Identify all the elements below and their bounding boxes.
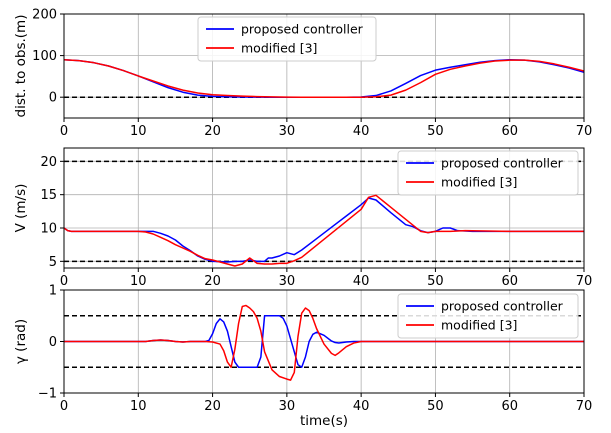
x-tick-label: 30 — [279, 124, 296, 139]
x-tick-label: 20 — [204, 274, 221, 289]
x-tick-label: 0 — [60, 124, 68, 139]
x-tick-label: 40 — [353, 399, 370, 414]
x-axis-label: time(s) — [300, 413, 348, 429]
x-tick-label: 10 — [130, 399, 147, 414]
x-tick-label: 30 — [279, 399, 296, 414]
x-tick-label: 70 — [576, 399, 593, 414]
x-tick-label: 60 — [501, 124, 518, 139]
x-tick-label: 50 — [427, 274, 444, 289]
y-tick-label: 1 — [49, 284, 57, 299]
legend-box — [397, 150, 579, 196]
x-tick-label: 50 — [427, 399, 444, 414]
x-tick-label: 60 — [501, 399, 518, 414]
legend-box — [397, 293, 579, 339]
y-tick-label: 15 — [40, 188, 57, 203]
x-tick-label: 10 — [130, 124, 147, 139]
legend-entry: proposed controller — [241, 22, 364, 37]
y-tick-label: 0 — [49, 91, 57, 106]
y-axis-label: γ (rad) — [13, 319, 29, 364]
series-line-modified-3- — [64, 59, 584, 98]
x-tick-label: 70 — [576, 124, 593, 139]
y-tick-label: 5 — [49, 255, 57, 270]
x-tick-label: 50 — [427, 124, 444, 139]
legend-entry: modified [3] — [241, 41, 317, 56]
y-tick-label: 20 — [40, 155, 57, 170]
legend-box — [197, 16, 377, 62]
y-axis-label: dist. to obs.(m) — [13, 15, 29, 118]
x-tick-label: 0 — [60, 274, 68, 289]
x-tick-label: 60 — [501, 274, 518, 289]
y-tick-label: 10 — [40, 222, 57, 237]
x-tick-label: 30 — [279, 274, 296, 289]
y-tick-label: 200 — [32, 8, 57, 23]
legend-entry: modified [3] — [441, 175, 517, 190]
axes-frame — [63, 13, 585, 119]
x-tick-label: 40 — [353, 274, 370, 289]
legend-entry: proposed controller — [441, 299, 564, 314]
legend: proposed controller modified [3] — [197, 16, 377, 62]
series-line-modified-3- — [64, 194, 584, 267]
axes-frame — [63, 147, 585, 269]
x-tick-label: 0 — [60, 399, 68, 414]
y-axis-label: V (m/s) — [13, 184, 29, 233]
legend: proposed controller modified [3] — [397, 293, 579, 339]
x-tick-label: 70 — [576, 274, 593, 289]
y-tick-label: 0 — [49, 335, 57, 350]
x-tick-label: 20 — [204, 399, 221, 414]
x-tick-label: 20 — [204, 124, 221, 139]
x-tick-label: 10 — [130, 274, 147, 289]
x-tick-label: 40 — [353, 124, 370, 139]
y-tick-label: 100 — [32, 49, 57, 64]
y-tick-label: −1 — [38, 387, 57, 402]
legend-entry: proposed controller — [441, 156, 564, 171]
series-line-modified-3- — [64, 304, 584, 381]
legend-entry: modified [3] — [441, 318, 517, 333]
series-line-proposed-controller — [64, 59, 584, 98]
subplot-2: 0 10 20 30 40 50 60 70 5 10 15 20 V (m/s) proposed co… — [13, 147, 593, 289]
series-line-proposed-controller — [64, 197, 584, 263]
legend: proposed controller modified [3] — [397, 150, 579, 196]
